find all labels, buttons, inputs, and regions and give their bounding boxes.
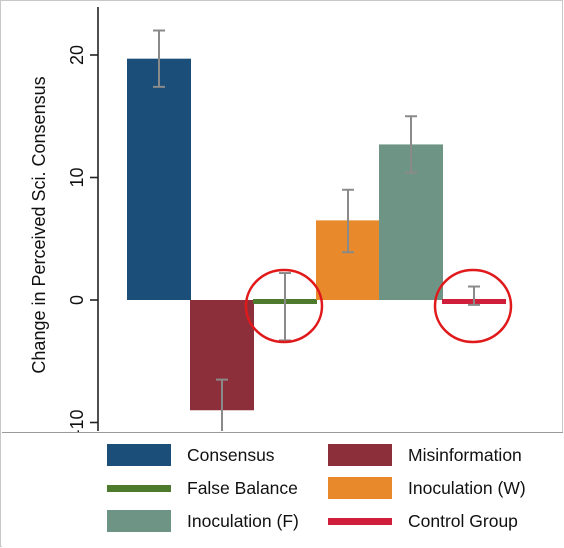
- bar: [127, 58, 191, 300]
- legend-item: False Balance: [107, 476, 298, 500]
- legend-label: Inoculation (F): [187, 510, 299, 531]
- plot-area: [127, 29, 506, 431]
- y-axis-title: Change in Perceived Sci. Consensus: [29, 76, 49, 373]
- legend-label: Misinformation: [408, 444, 522, 465]
- y-tick-label: -10: [67, 409, 87, 433]
- y-tick-label: 10: [67, 167, 87, 187]
- legend-label: Inoculation (W): [408, 477, 526, 498]
- error-bar: [153, 29, 165, 88]
- legend-label: False Balance: [187, 477, 298, 498]
- error-bar: [279, 272, 291, 342]
- legend-swatch: [107, 484, 171, 492]
- highlight-circle: [433, 268, 513, 344]
- error-bar: [468, 285, 480, 306]
- legend-swatch: [107, 444, 171, 466]
- legend-swatch: [328, 517, 392, 525]
- y-tick-label: 20: [67, 45, 87, 65]
- legend-label: Consensus: [187, 444, 275, 465]
- error-bar: [216, 378, 228, 431]
- legend-item: Inoculation (W): [328, 476, 526, 500]
- error-bar: [405, 115, 417, 174]
- y-tick-label: 0: [67, 295, 87, 305]
- error-bar: [342, 188, 354, 254]
- legend-item: Inoculation (F): [107, 509, 299, 533]
- legend-label: Control Group: [408, 510, 518, 531]
- legend-item: Consensus: [107, 443, 275, 467]
- legend: Consensus Misinformation False Balance Inoc…: [2, 432, 563, 548]
- highlight-circle: [244, 268, 324, 344]
- legend-swatch: [328, 477, 392, 499]
- legend-item: Control Group: [328, 509, 518, 533]
- legend-swatch: [107, 510, 171, 532]
- legend-swatch: [328, 444, 392, 466]
- bar-chart: -10 0 10 20 Change in Perceived Sci. Consens…: [29, 7, 513, 433]
- legend-item: Misinformation: [328, 443, 522, 467]
